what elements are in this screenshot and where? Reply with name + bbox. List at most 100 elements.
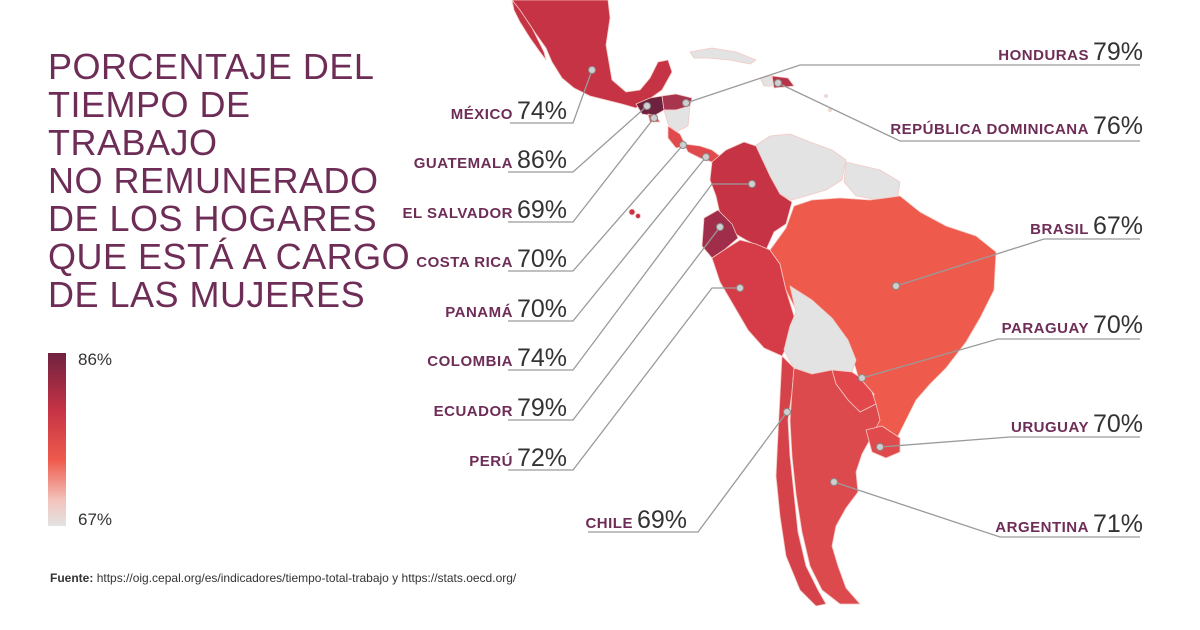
map-title: PORCENTAJE DEL TIEMPO DE TRABAJO NO REMU… [48, 48, 428, 314]
label-el-salvador: EL SALVADOR 69% [402, 196, 567, 225]
dot-chile [783, 408, 791, 416]
country-value: 86% [516, 146, 567, 174]
source-text: https://oig.cepal.org/es/indicadores/tie… [96, 571, 517, 585]
leader-el-salvador [508, 117, 655, 223]
country-value: 74% [516, 97, 567, 125]
country-value: 70% [516, 295, 567, 323]
label-argentina: ARGENTINA 71% [995, 510, 1143, 539]
country-name: HONDURAS [998, 47, 1089, 64]
country-name: COLOMBIA [427, 353, 513, 370]
title-line: NO REMUNERADO [48, 160, 379, 201]
label-guatemala: GUATEMALA 86% [414, 146, 567, 175]
country-value: 72% [516, 444, 567, 472]
country-value: 70% [1092, 311, 1143, 339]
country-value: 79% [516, 394, 567, 422]
leader-mexico [510, 69, 593, 124]
label-honduras: HONDURAS 79% [998, 38, 1143, 67]
dot-peru [736, 284, 744, 292]
leader-panama [508, 156, 707, 322]
dot-guatemala [643, 102, 651, 110]
country-value: 67% [1092, 212, 1143, 240]
leader-argentina [833, 481, 1140, 538]
dot-mexico [588, 66, 596, 74]
country-argentina[interactable] [789, 367, 881, 605]
country-cuba [689, 47, 757, 65]
country-name: EL SALVADOR [402, 205, 513, 222]
dot-argentina [830, 478, 838, 486]
leader-costa-rica [508, 144, 684, 272]
title-line: TIEMPO DE TRABAJO [48, 84, 251, 163]
country-name: URUGUAY [1010, 419, 1089, 436]
source-label: Fuente: [50, 571, 94, 585]
country-value: 74% [516, 344, 567, 372]
country-value: 76% [1092, 112, 1143, 140]
label-brasil: BRASIL 67% [1030, 212, 1143, 241]
dot-paraguay [858, 374, 866, 382]
label-paraguay: PARAGUAY 70% [1002, 311, 1143, 340]
leader-republica-dominicana [777, 82, 1140, 142]
leader-brasil [895, 238, 1140, 287]
dot-colombia [748, 180, 756, 188]
dot-republica-dominicana [774, 79, 782, 87]
caribbean-island [824, 94, 828, 98]
dot-honduras [682, 99, 690, 107]
label-mexico: MÉXICO 74% [451, 97, 567, 126]
country-name: PERÚ [469, 453, 513, 470]
legend-max-label: 86% [78, 350, 113, 369]
leader-peru [508, 287, 740, 471]
leader-guatemala [508, 105, 648, 173]
dot-costa-rica [679, 141, 687, 149]
label-panama: PANAMÁ 70% [445, 295, 567, 324]
dot-ecuador [716, 223, 724, 231]
dot-brasil [892, 282, 900, 290]
leader-dots [588, 66, 900, 486]
caribbean-island [828, 108, 832, 112]
country-value: 70% [516, 245, 567, 273]
label-ecuador: ECUADOR 79% [434, 394, 567, 423]
title-line: DE LOS HOGARES [48, 198, 378, 239]
label-colombia: COLOMBIA 74% [427, 344, 567, 373]
country-guianas [843, 161, 901, 201]
country-uruguay[interactable] [865, 425, 901, 459]
country-baja-california [511, 0, 547, 61]
galapagos-island [628, 208, 636, 216]
countries-layer [511, 0, 997, 607]
label-uruguay: URUGUAY 70% [1011, 410, 1143, 439]
country-value: 70% [1092, 410, 1143, 438]
country-value: 69% [516, 196, 567, 224]
country-name: COSTA RICA [416, 254, 513, 271]
label-republica-dominicana: REPÚBLICA DOMINICANA 76% [890, 112, 1143, 141]
title-line: PORCENTAJE DEL [48, 46, 375, 87]
leader-paraguay [861, 338, 1140, 379]
leader-uruguay [879, 436, 1140, 448]
country-name: ECUADOR [433, 403, 513, 420]
label-costa-rica: COSTA RICA 70% [416, 245, 567, 274]
country-value: 71% [1092, 510, 1143, 538]
country-nicaragua [663, 105, 691, 133]
country-name: CHILE [585, 515, 633, 532]
country-name: MÉXICO [450, 106, 513, 123]
country-mexico[interactable] [511, 0, 673, 109]
title-line: QUE ESTÁ A CARGO [48, 236, 411, 277]
title-line: DE LAS MUJERES [48, 274, 366, 315]
legend-color-scale [48, 353, 66, 526]
country-value: 79% [1092, 38, 1143, 66]
label-chile: CHILE 69% [585, 506, 687, 535]
leader-chile [588, 411, 788, 533]
leader-honduras [685, 64, 1140, 104]
leader-ecuador [508, 226, 721, 421]
dot-uruguay [876, 443, 884, 451]
country-value: 69% [636, 506, 687, 534]
dot-el-salvador [650, 114, 658, 122]
dot-panama [702, 153, 710, 161]
country-name: PARAGUAY [1001, 320, 1089, 337]
label-peru: PERÚ 72% [469, 444, 567, 473]
country-name: REPÚBLICA DOMINICANA [890, 121, 1089, 138]
country-name: BRASIL [1030, 221, 1089, 238]
country-name: ARGENTINA [995, 519, 1089, 536]
leader-colombia [508, 183, 752, 371]
galapagos-island [635, 213, 641, 219]
leader-lines [508, 64, 1140, 538]
source-note: Fuente: https://oig.cepal.org/es/indicad… [50, 571, 516, 585]
